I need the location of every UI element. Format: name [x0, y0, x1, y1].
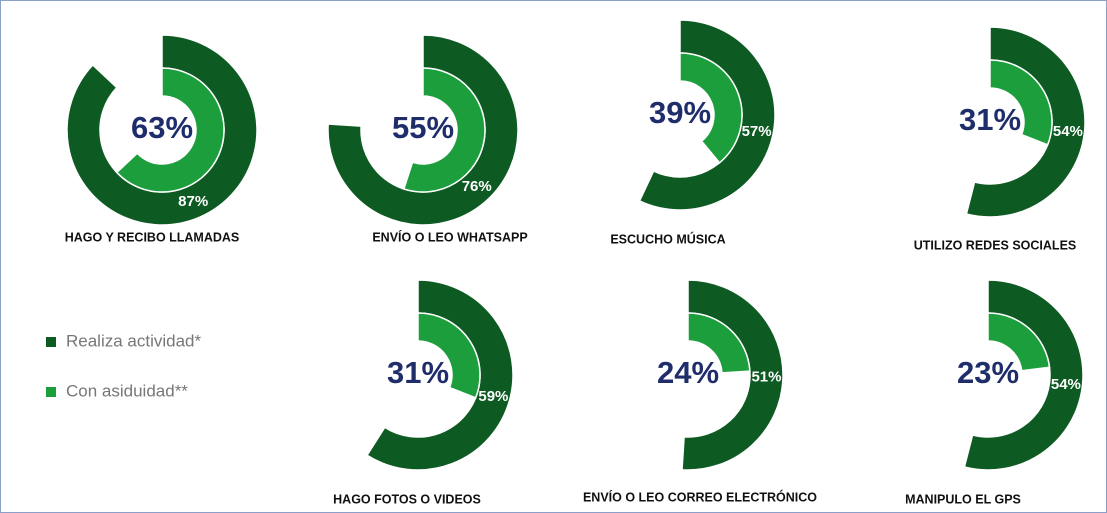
legend-label: Realiza actividad*: [66, 331, 202, 350]
category-label: HAGO Y RECIBO LLAMADAS: [65, 230, 240, 244]
legend-swatch: [46, 337, 56, 347]
legend-label: Con asiduidad**: [66, 381, 188, 400]
inner-ring: [679, 52, 743, 164]
inner-value-label: 31%: [387, 355, 449, 390]
outer-value-label: 51%: [751, 368, 781, 385]
outer-value-label: 87%: [178, 193, 208, 210]
inner-value-label: 63%: [131, 110, 193, 145]
inner-value-label: 24%: [657, 355, 719, 390]
category-label: HAGO FOTOS O VIDEOS: [333, 492, 481, 506]
category-label: ENVÍO O LEO CORREO ELECTRÓNICO: [583, 489, 817, 504]
legend-swatch: [46, 387, 56, 397]
outer-value-label: 54%: [1051, 376, 1081, 393]
inner-ring: [402, 67, 486, 193]
outer-value-label: 59%: [478, 388, 508, 405]
category-label: UTILIZO REDES SOCIALES: [914, 238, 1077, 252]
outer-value-label: 57%: [742, 123, 772, 140]
inner-value-label: 55%: [392, 110, 454, 145]
outer-value-label: 76%: [462, 178, 492, 195]
outer-value-label: 54%: [1053, 123, 1083, 140]
category-label: ESCUCHO MÚSICA: [610, 231, 725, 246]
inner-value-label: 39%: [649, 95, 711, 130]
inner-value-label: 23%: [957, 355, 1019, 390]
category-label: MANIPULO EL GPS: [905, 492, 1021, 506]
inner-ring: [987, 312, 1051, 372]
inner-value-label: 31%: [959, 102, 1021, 137]
inner-ring: [115, 67, 225, 193]
inner-ring: [417, 312, 481, 399]
category-label: ENVÍO O LEO WHATSAPP: [372, 229, 527, 244]
inner-ring: [989, 59, 1053, 146]
inner-ring: [687, 312, 751, 374]
